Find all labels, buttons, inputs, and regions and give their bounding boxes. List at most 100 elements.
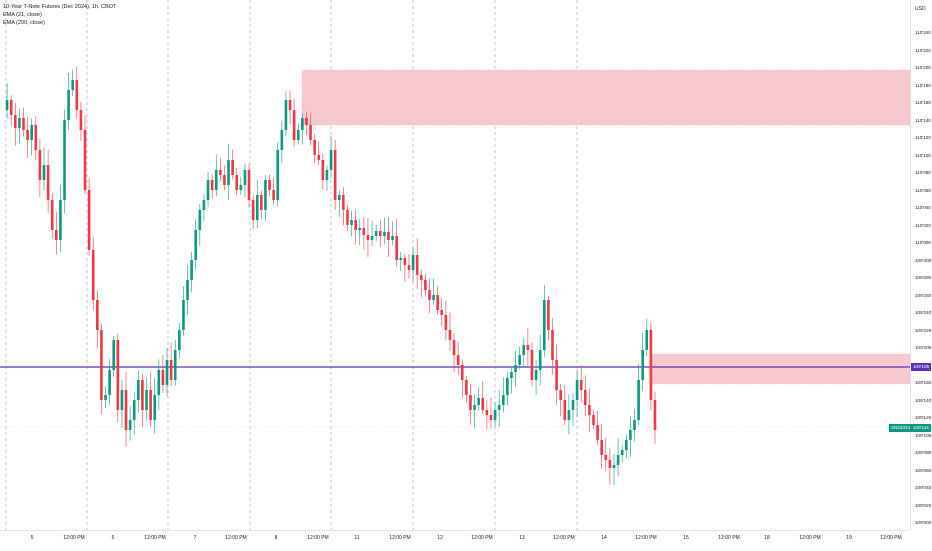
candle-body <box>514 365 517 372</box>
candle-body <box>387 232 390 240</box>
symbol-title[interactable]: 10-Year T-Note Futures (Dec 2024), 1h, C… <box>3 4 117 10</box>
candle-body <box>22 118 25 130</box>
time-tick: 18 <box>764 535 770 541</box>
chart-area[interactable] <box>0 0 910 530</box>
candle-body <box>526 345 530 350</box>
candle-body <box>588 405 591 415</box>
candle-body <box>284 100 288 130</box>
candle-body <box>296 130 300 140</box>
candle-body <box>104 395 107 400</box>
time-tick: 12 <box>437 535 443 541</box>
ema21-label[interactable]: EMA (21, close) <box>3 12 42 18</box>
candle-body <box>411 255 415 270</box>
candle-body <box>67 90 70 120</box>
candle-body <box>91 250 95 300</box>
candle-body <box>596 425 599 440</box>
zone-upper <box>301 69 910 126</box>
candle-body <box>473 405 476 410</box>
candle-body <box>141 380 144 410</box>
time-tick: 12:00 PM <box>225 535 247 541</box>
candle-body <box>182 300 185 330</box>
time-scale[interactable]: 5 12:00 PM 6 12:00 PM 7 12:00 PM 8 12:00 PM 11 12… <box>0 530 910 551</box>
candle-body <box>30 125 34 140</box>
candle-body <box>538 350 542 370</box>
price-tick: 110'020 <box>915 222 931 228</box>
candle-body <box>26 130 29 140</box>
candle-body <box>641 350 644 380</box>
candle-body <box>624 440 628 450</box>
candle-body <box>132 400 136 420</box>
candle-body <box>366 235 370 240</box>
candle-body <box>350 220 353 225</box>
candlestick-chart[interactable] <box>0 0 910 530</box>
candle-body <box>534 370 538 380</box>
candle-body <box>112 340 116 370</box>
candle-body <box>620 450 624 455</box>
currency-label[interactable]: USD <box>915 6 926 12</box>
candle-body <box>383 232 386 236</box>
candle-body <box>583 390 587 405</box>
candle-body <box>255 195 259 220</box>
price-scale[interactable]: USD 110'240 110'220 110'200 110'180 110'160 1… <box>910 0 932 530</box>
candle-body <box>378 231 382 236</box>
price-tick: 109'000 <box>915 520 932 525</box>
price-tick: 110'160 <box>915 100 931 105</box>
candle-body <box>87 190 91 250</box>
candle-body <box>124 390 128 430</box>
candle-body <box>46 165 50 200</box>
candle-body <box>522 345 526 355</box>
time-tick: 13 <box>519 535 525 541</box>
candle-body <box>288 100 292 110</box>
candle-body <box>108 370 111 395</box>
time-tick: 15 <box>683 535 689 541</box>
candle-body <box>374 231 378 236</box>
zone-lower <box>650 353 910 385</box>
candle-body <box>173 350 177 380</box>
candle-body <box>305 118 308 125</box>
time-tick: 19 <box>846 535 852 541</box>
candle-body <box>14 115 17 128</box>
candle-body <box>251 200 255 220</box>
candle-body <box>202 200 206 210</box>
candle-body <box>460 365 464 380</box>
candle-body <box>100 330 103 400</box>
candle-body <box>637 380 640 420</box>
price-tick: 110'120 <box>915 135 931 140</box>
candle-body <box>567 410 571 420</box>
ema200-label[interactable]: EMA (200, close) <box>3 20 45 26</box>
candle-body <box>50 200 54 230</box>
candle-body <box>161 370 165 385</box>
candle-body <box>268 180 271 190</box>
candle-body <box>391 236 394 240</box>
candle-body <box>292 110 296 140</box>
candle-body <box>407 265 411 270</box>
candle-body <box>419 275 423 280</box>
price-tick: 109'240 <box>915 310 932 315</box>
price-tick: 110'200 <box>915 65 931 70</box>
candle-body <box>325 170 329 180</box>
candle-body <box>321 160 325 180</box>
candle-body <box>370 236 374 240</box>
candle-body <box>301 118 304 130</box>
candle-body <box>579 380 583 390</box>
price-tick: 109'220 <box>915 327 932 333</box>
candle-body <box>608 460 612 468</box>
candle-body <box>235 175 239 190</box>
price-tick: 110'220 <box>915 47 931 53</box>
candle-body <box>354 220 357 230</box>
candle-body <box>128 420 132 430</box>
candle-body <box>342 195 345 210</box>
candle-body <box>428 290 431 300</box>
candle-body <box>219 170 222 175</box>
candle-body <box>214 170 218 190</box>
time-tick: 6 <box>111 535 115 541</box>
candle-body <box>264 180 267 210</box>
candle-body <box>399 258 403 260</box>
candle-body <box>612 465 616 468</box>
last-price-symbol-tag: ZNZ2024 <box>889 424 913 432</box>
candle-body <box>190 260 193 280</box>
candle-body <box>452 340 456 355</box>
candle-body <box>547 300 550 330</box>
time-tick: 12:00 PM <box>307 535 329 541</box>
candle-body <box>616 455 620 465</box>
